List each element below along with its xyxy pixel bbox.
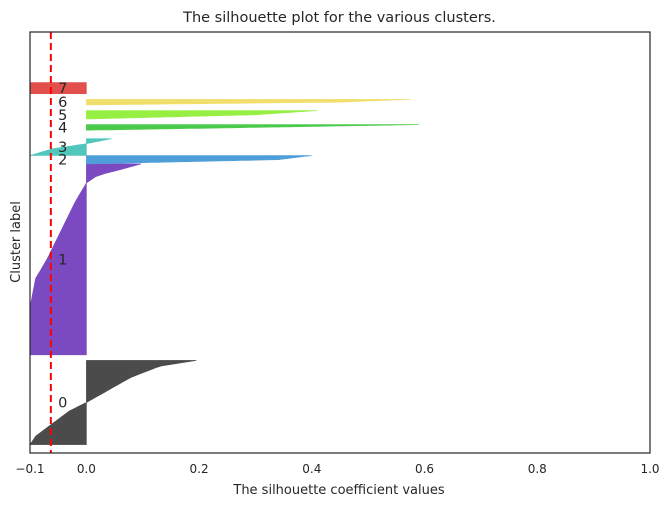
silhouette-bar-cluster-5 <box>86 110 318 120</box>
cluster-label-7: 7 <box>58 81 67 97</box>
x-tick-label: 0.0 <box>77 462 96 476</box>
cluster-label-0: 0 <box>58 395 67 411</box>
x-tick-label: 0.6 <box>415 462 434 476</box>
x-tick-label: −0.1 <box>15 462 44 476</box>
x-tick-label: 1.0 <box>640 462 659 476</box>
y-axis-label: Cluster label <box>9 201 24 283</box>
cluster-label-1: 1 <box>58 252 67 268</box>
silhouette-bar-cluster-2 <box>86 155 312 165</box>
x-tick-label: 0.8 <box>528 462 547 476</box>
chart-title: The silhouette plot for the various clus… <box>182 10 496 26</box>
x-axis-label: The silhouette coefficient values <box>232 483 444 498</box>
cluster-label-5: 5 <box>58 108 67 124</box>
silhouette-bar-cluster-6 <box>86 99 411 106</box>
x-tick-label: 0.4 <box>302 462 321 476</box>
silhouette-bar-cluster-4 <box>86 124 419 131</box>
silhouette-bar-cluster-0 <box>29 360 197 445</box>
silhouette-bars <box>29 82 419 445</box>
cluster-label-4: 4 <box>58 120 67 136</box>
x-ticks: −0.1 0.0 0.2 0.4 0.6 0.8 1.0 <box>15 462 659 476</box>
silhouette-bar-cluster-3 <box>29 138 112 156</box>
cluster-label-2: 2 <box>58 153 67 169</box>
cluster-label-3: 3 <box>58 140 67 156</box>
cluster-label-6: 6 <box>58 95 67 111</box>
x-tick-label: 0.2 <box>190 462 209 476</box>
plot-frame <box>29 31 651 454</box>
